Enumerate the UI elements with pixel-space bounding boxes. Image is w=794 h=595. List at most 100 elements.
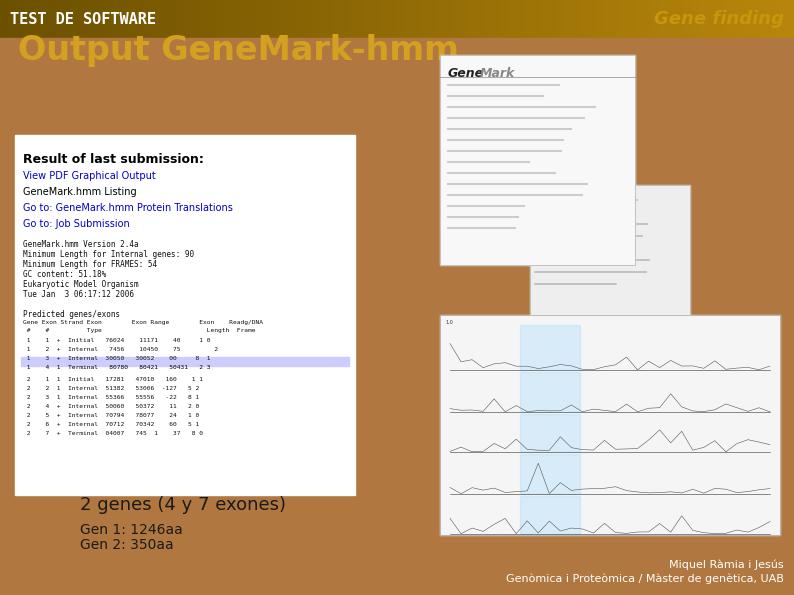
Bar: [508, 0, 517, 38]
Bar: [492, 0, 501, 38]
Bar: [175, 0, 183, 38]
Bar: [762, 0, 771, 38]
Text: 2    7  +  Terminal  04007   745  1    37   8 0: 2 7 + Terminal 04007 745 1 37 8 0: [23, 431, 203, 436]
Bar: [357, 0, 366, 38]
Bar: [520, 325, 580, 370]
Text: Go to: GeneMark.hmm Protein Translations: Go to: GeneMark.hmm Protein Translations: [23, 203, 233, 213]
Bar: [405, 0, 414, 38]
Bar: [15, 135, 355, 495]
Text: Gene Exon Strand Exon        Exon Range        Exon    Readg/DNA: Gene Exon Strand Exon Exon Range Exon Re…: [23, 320, 263, 325]
Bar: [16, 0, 25, 38]
Bar: [246, 0, 255, 38]
Bar: [278, 0, 287, 38]
Bar: [302, 0, 310, 38]
Bar: [440, 55, 635, 265]
Bar: [627, 0, 636, 38]
Bar: [318, 0, 326, 38]
Bar: [691, 0, 700, 38]
Bar: [440, 315, 780, 535]
Bar: [143, 0, 152, 38]
Bar: [730, 0, 739, 38]
Bar: [580, 0, 588, 38]
Bar: [440, 55, 635, 265]
Text: 2 genes (4 y 7 exones): 2 genes (4 y 7 exones): [80, 496, 286, 514]
Bar: [603, 0, 612, 38]
Bar: [389, 0, 398, 38]
Bar: [516, 0, 525, 38]
Text: Predicted genes/exons: Predicted genes/exons: [23, 310, 120, 319]
Text: GC content: 51.18%: GC content: 51.18%: [23, 270, 106, 279]
Bar: [468, 0, 477, 38]
Bar: [262, 0, 271, 38]
Text: Go to: Job Submission: Go to: Job Submission: [23, 219, 129, 229]
Text: TEST DE SOFTWARE: TEST DE SOFTWARE: [10, 11, 156, 27]
Bar: [453, 0, 461, 38]
Bar: [191, 0, 199, 38]
Bar: [373, 0, 382, 38]
Bar: [103, 0, 112, 38]
Bar: [286, 0, 295, 38]
Text: 2    3  1  Internal  55366   55556   -22   8 1: 2 3 1 Internal 55366 55556 -22 8 1: [23, 395, 199, 400]
Bar: [183, 0, 191, 38]
Bar: [635, 0, 644, 38]
Bar: [445, 0, 453, 38]
Bar: [127, 0, 136, 38]
Bar: [214, 0, 223, 38]
Text: Gen 2: 350aa: Gen 2: 350aa: [80, 538, 174, 552]
Bar: [151, 0, 160, 38]
Bar: [230, 0, 239, 38]
Bar: [556, 0, 565, 38]
Text: Tue Jan  3 06:17:12 2006: Tue Jan 3 06:17:12 2006: [23, 290, 134, 299]
Text: 1    4  1  Terminal   80780   80421   50431   2 3: 1 4 1 Terminal 80780 80421 50431 2 3: [23, 365, 210, 370]
Text: Miquel Ràmia i Jesús: Miquel Ràmia i Jesús: [669, 560, 784, 570]
Text: Gene: Gene: [448, 67, 484, 80]
Bar: [21, 357, 349, 366]
Text: Output GeneMark-hmm: Output GeneMark-hmm: [18, 33, 459, 67]
Bar: [381, 0, 390, 38]
Text: Genòmica i Proteòmica / Màster de genètica, UAB: Genòmica i Proteòmica / Màster de genèti…: [506, 574, 784, 584]
Bar: [786, 0, 794, 38]
Bar: [48, 0, 56, 38]
Bar: [79, 0, 88, 38]
Text: GeneMark.hmm Listing: GeneMark.hmm Listing: [23, 187, 137, 197]
Text: Mark: Mark: [480, 67, 515, 80]
Bar: [754, 0, 763, 38]
Bar: [198, 0, 207, 38]
Text: 2    6  +  Internal  70712   70342    60   5 1: 2 6 + Internal 70712 70342 60 5 1: [23, 422, 199, 427]
Text: #    #          Type                            Length  Frame: # # Type Length Frame: [23, 328, 256, 333]
Bar: [32, 0, 40, 38]
Bar: [397, 0, 406, 38]
Bar: [437, 0, 445, 38]
Bar: [0, 0, 9, 38]
Bar: [532, 0, 541, 38]
Bar: [723, 0, 731, 38]
Text: 1    2  +  Internal   7456    10450    75         2: 1 2 + Internal 7456 10450 75 2: [23, 347, 218, 352]
Bar: [715, 0, 723, 38]
Bar: [524, 0, 533, 38]
Text: 2    5  +  Internal  70794   78077    24   1 0: 2 5 + Internal 70794 78077 24 1 0: [23, 413, 199, 418]
Bar: [135, 0, 144, 38]
Bar: [167, 0, 175, 38]
Bar: [111, 0, 120, 38]
Bar: [643, 0, 652, 38]
Bar: [540, 0, 549, 38]
Text: Gene finding: Gene finding: [654, 10, 784, 28]
Text: 2    1  1  Initial   17281   47010   160    1 1: 2 1 1 Initial 17281 47010 160 1 1: [23, 377, 203, 382]
Bar: [564, 0, 572, 38]
Bar: [40, 0, 48, 38]
Bar: [683, 0, 692, 38]
Bar: [24, 0, 33, 38]
Bar: [675, 0, 684, 38]
Bar: [222, 0, 231, 38]
Bar: [707, 0, 715, 38]
Text: Gen 1: 1246aa: Gen 1: 1246aa: [80, 523, 183, 537]
Bar: [56, 0, 64, 38]
Bar: [87, 0, 96, 38]
Text: GeneMark.hmm Version 2.4a: GeneMark.hmm Version 2.4a: [23, 240, 139, 249]
Bar: [588, 0, 596, 38]
Bar: [333, 0, 342, 38]
Bar: [95, 0, 104, 38]
Bar: [326, 0, 334, 38]
Bar: [738, 0, 747, 38]
Bar: [778, 0, 787, 38]
